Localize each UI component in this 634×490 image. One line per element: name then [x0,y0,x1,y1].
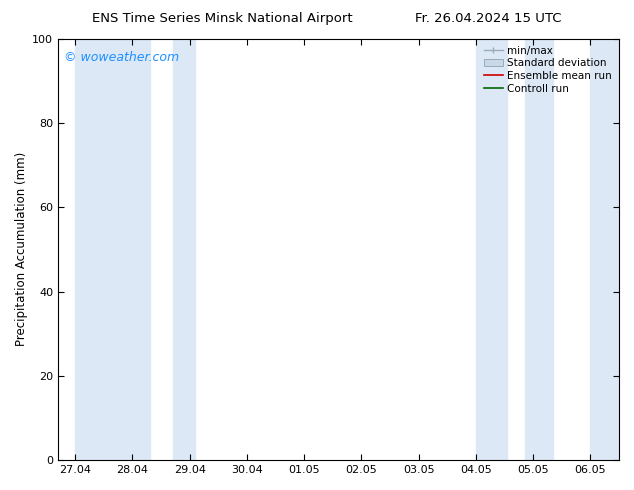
Bar [590,39,619,460]
Text: ENS Time Series Minsk National Airport: ENS Time Series Minsk National Airport [91,12,353,25]
Bar [75,39,150,460]
Bar [524,39,553,460]
Legend: min/max, Standard deviation, Ensemble mean run, Controll run: min/max, Standard deviation, Ensemble me… [482,44,614,96]
Text: © woweather.com: © woweather.com [63,51,179,64]
Bar [172,39,195,460]
Bar [476,39,507,460]
Y-axis label: Precipitation Accumulation (mm): Precipitation Accumulation (mm) [15,152,28,346]
Text: Fr. 26.04.2024 15 UTC: Fr. 26.04.2024 15 UTC [415,12,562,25]
